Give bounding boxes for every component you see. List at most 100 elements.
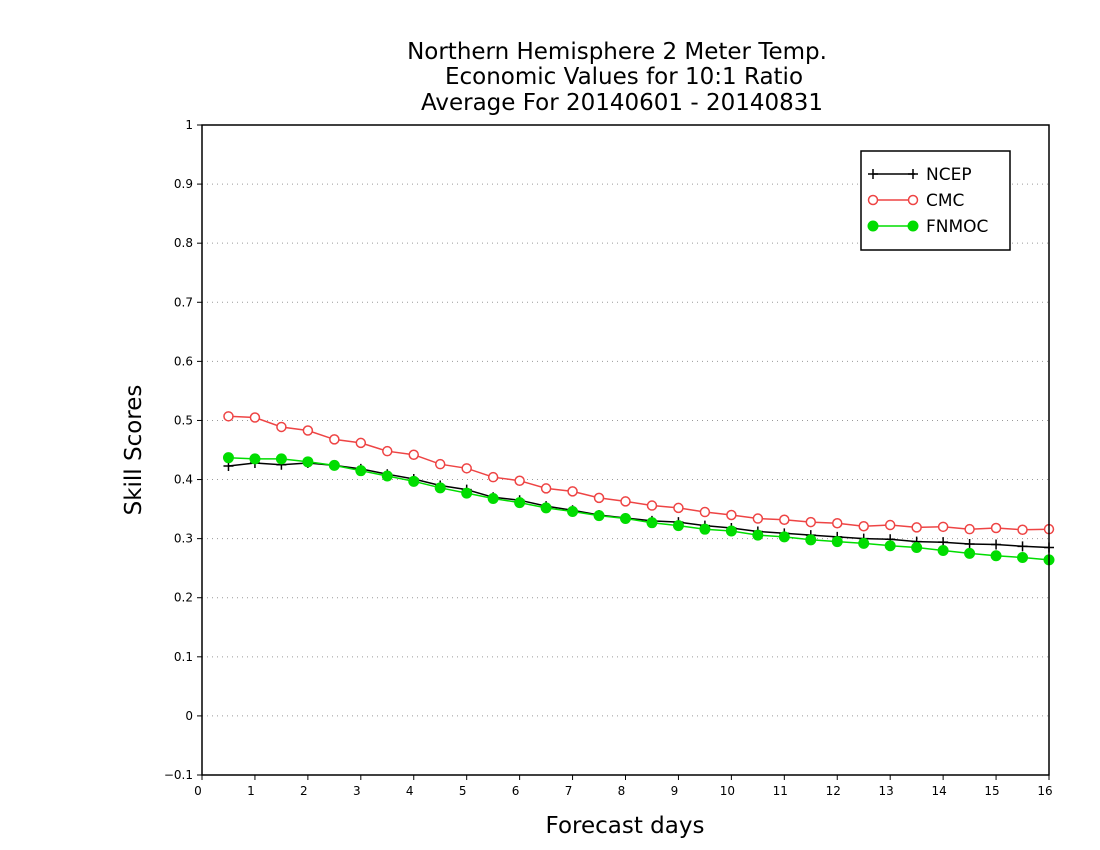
data-point-cmc	[276, 421, 287, 433]
data-point-cmc	[752, 513, 764, 524]
data-point-cmc	[620, 496, 631, 507]
data-point-fnmoc	[831, 536, 843, 548]
y-tick-label: 0.8	[174, 236, 193, 250]
data-point-cmc	[858, 520, 869, 532]
y-axis-ticks: −0.1 0 0.1 0.2 0.3 0.4 0.5 0.6 0.7 0.8 0.9 1	[164, 118, 202, 782]
data-point-ncep	[964, 538, 975, 549]
data-point-cmc	[540, 483, 552, 494]
y-tick-label: 0.4	[174, 473, 193, 487]
x-tick-label: 9	[671, 784, 679, 798]
data-point-fnmoc	[699, 523, 711, 535]
x-tick-label: 2	[300, 784, 308, 798]
data-point-cmc	[699, 506, 711, 518]
data-point-fnmoc	[911, 542, 923, 553]
legend-item-ncep: NCEP	[868, 165, 972, 185]
x-axis-ticks: 0 1 2 3 4 5 6 7 8 9 10 11 12 13 14 15 16	[194, 775, 1053, 798]
series-line-fnmoc	[228, 456, 1050, 561]
data-point-cmc	[302, 425, 314, 436]
data-point-fnmoc	[620, 513, 631, 525]
gridlines	[202, 183, 1049, 717]
data-point-fnmoc	[593, 510, 605, 522]
x-tick-label: 1	[247, 784, 255, 798]
x-tick-label: 11	[773, 784, 788, 798]
data-point-fnmoc	[778, 531, 790, 543]
x-axis-label: Forecast days	[546, 813, 705, 839]
legend-label-ncep: NCEP	[926, 165, 972, 185]
data-point-cmc	[249, 412, 261, 423]
data-point-fnmoc	[222, 452, 234, 464]
data-point-cmc	[223, 411, 234, 422]
series-line-cmc	[228, 415, 1050, 531]
y-tick-label: 1	[185, 118, 193, 132]
data-point-cmc	[329, 434, 340, 445]
data-point-cmc	[673, 502, 684, 514]
data-point-cmc	[805, 516, 817, 528]
data-point-fnmoc	[937, 544, 949, 556]
data-point-cmc	[832, 518, 843, 529]
data-point-fnmoc	[434, 482, 446, 494]
data-point-fnmoc	[567, 505, 579, 517]
data-point-cmc	[911, 522, 922, 533]
legend-label-fnmoc: FNMOC	[926, 217, 988, 237]
y-tick-label: −0.1	[164, 768, 193, 782]
data-point-cmc	[937, 521, 949, 533]
data-point-fnmoc	[487, 492, 499, 504]
y-axis-label: Skill Scores	[121, 385, 147, 516]
legend-marker-cmc	[867, 194, 879, 206]
data-point-cmc	[355, 437, 367, 449]
data-point-fnmoc	[805, 534, 817, 546]
y-tick-label: 0.1	[174, 650, 193, 664]
data-point-fnmoc	[275, 453, 287, 465]
x-tick-label: 16	[1037, 784, 1052, 798]
data-point-fnmoc	[540, 502, 552, 514]
legend-marker-fnmoc	[867, 220, 879, 232]
legend-marker-ncep	[908, 169, 918, 179]
series-ncep	[223, 458, 1054, 553]
legend: NCEP CMC FNMOC	[860, 150, 1011, 251]
legend-item-cmc: CMC	[867, 191, 964, 211]
y-tick-label: 0.9	[174, 177, 193, 191]
data-point-cmc	[646, 500, 658, 511]
y-tick-label: 0	[185, 709, 193, 723]
x-tick-label: 6	[512, 784, 520, 798]
data-point-cmc	[726, 509, 737, 521]
data-point-cmc	[567, 486, 578, 497]
data-point-fnmoc	[964, 547, 976, 559]
data-point-fnmoc	[461, 487, 473, 499]
data-point-cmc	[382, 445, 393, 457]
data-point-fnmoc	[355, 465, 367, 477]
data-point-cmc	[408, 449, 419, 460]
data-point-fnmoc	[408, 475, 420, 487]
data-point-ncep	[991, 539, 1002, 550]
legend-marker-fnmoc	[907, 220, 919, 232]
y-tick-label: 0.3	[174, 532, 193, 546]
series-layer	[222, 411, 1055, 566]
legend-item-fnmoc: FNMOC	[867, 217, 988, 237]
series-cmc	[223, 411, 1055, 536]
data-point-fnmoc	[381, 470, 393, 482]
data-point-fnmoc	[249, 453, 261, 465]
data-point-fnmoc	[884, 540, 896, 552]
x-tick-label: 0	[194, 784, 202, 798]
data-point-cmc	[990, 522, 1002, 534]
title-line-3: Average For 20140601 - 20140831	[421, 90, 823, 116]
data-point-cmc	[593, 492, 605, 504]
y-tick-label: 0.6	[174, 354, 193, 368]
x-tick-label: 14	[931, 784, 946, 798]
data-point-cmc	[461, 463, 472, 474]
data-point-cmc	[779, 514, 790, 525]
legend-marker-cmc	[907, 194, 919, 206]
title-line-1: Northern Hemisphere 2 Meter Temp.	[407, 39, 827, 65]
data-point-cmc	[964, 523, 975, 535]
y-tick-label: 0.2	[174, 591, 193, 605]
title-line-2: Economic Values for 10:1 Ratio	[445, 64, 803, 90]
x-tick-label: 5	[459, 784, 467, 798]
data-point-fnmoc	[725, 525, 737, 537]
data-point-fnmoc	[1017, 552, 1029, 564]
x-tick-label: 10	[720, 784, 735, 798]
chart-title: Northern Hemisphere 2 Meter Temp. Econom…	[407, 39, 827, 116]
data-point-cmc	[884, 519, 896, 531]
data-point-cmc	[487, 471, 499, 483]
data-point-fnmoc	[646, 517, 658, 529]
